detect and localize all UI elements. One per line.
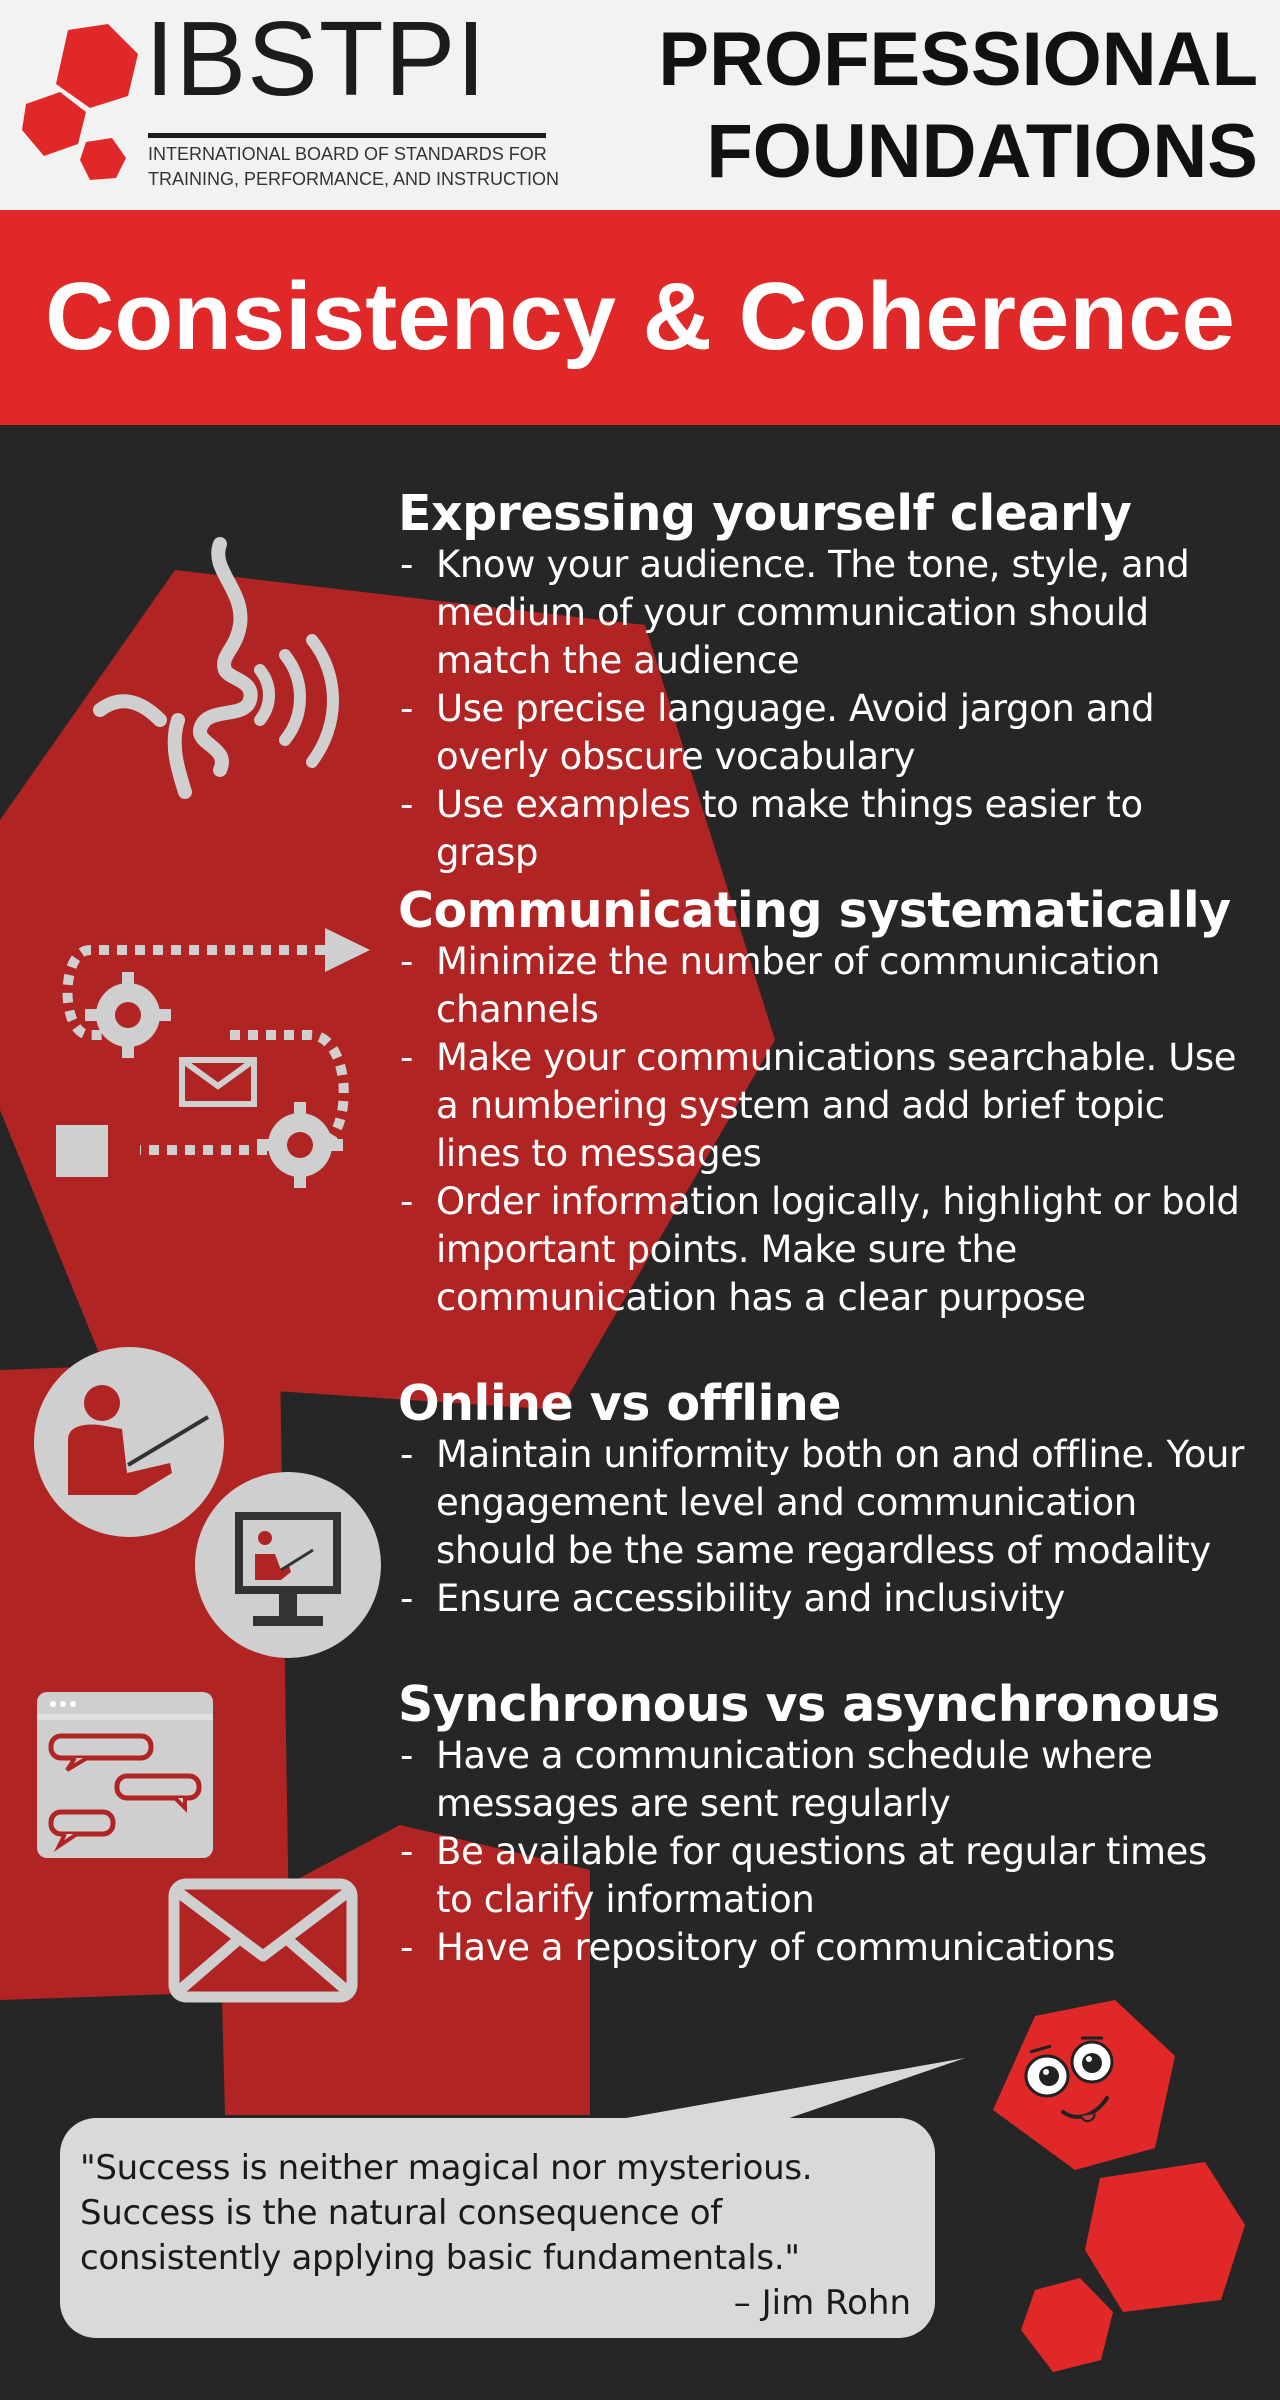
header: IBSTPI INTERNATIONAL BOARD OF STANDARDS …: [0, 0, 1280, 210]
speaking-head-icon: [93, 537, 339, 799]
list-item: Maintain uniformity both on and offline.…: [398, 1431, 1248, 1575]
hexagon-mascot-icon: [993, 2000, 1245, 2372]
list-item: Be available for questions at regular ti…: [398, 1828, 1248, 1924]
list-item: Use precise language. Avoid jargon and o…: [398, 685, 1248, 781]
bullet-list: Know your audience. The tone, style, and…: [398, 541, 1248, 877]
list-item: Make your communications searchable. Use…: [398, 1034, 1248, 1178]
section-synchronous-vs-asynchronous: Synchronous vs asynchronous Have a commu…: [398, 1676, 1248, 1973]
header-title: PROFESSIONAL FOUNDATIONS: [658, 17, 1258, 194]
list-item: Ensure accessibility and inclusivity: [398, 1575, 1248, 1623]
computer-screen-teacher-icon: [195, 1472, 381, 1658]
section-heading: Expressing yourself clearly: [398, 485, 1132, 542]
bullet-list: Maintain uniformity both on and offline.…: [398, 1431, 1248, 1623]
process-flow-icon: [56, 928, 370, 1188]
section-online-vs-offline: Online vs offline Maintain uniformity bo…: [398, 1375, 1248, 1624]
list-item: Know your audience. The tone, style, and…: [398, 541, 1248, 685]
section-heading: Synchronous vs asynchronous: [398, 1676, 1220, 1733]
bullet-list: Have a communication schedule where mess…: [398, 1732, 1248, 1972]
section-communicating-systematically: Communicating systematically Minimize th…: [398, 884, 1248, 1322]
list-item: Minimize the number of communication cha…: [398, 938, 1248, 1034]
section-heading: Online vs offline: [398, 1375, 841, 1432]
teacher-icon: [34, 1347, 224, 1537]
page-title: Consistency & Coherence: [45, 263, 1235, 370]
list-item: Have a repository of communications: [398, 1924, 1248, 1972]
logo-hexagons-icon: [22, 24, 138, 180]
list-item: Have a communication schedule where mess…: [398, 1732, 1248, 1828]
title-banner: Consistency & Coherence: [0, 210, 1280, 425]
chat-window-icon: [37, 1692, 213, 1858]
bullet-list: Minimize the number of communication cha…: [398, 938, 1248, 1322]
section-heading: Communicating systematically: [398, 882, 1231, 939]
quote-text: "Success is neither magical nor mysterio…: [80, 2148, 813, 2278]
logo-wordmark: IBSTPI: [145, 0, 487, 118]
quote-author: – Jim Rohn: [733, 2283, 911, 2323]
section-expressing-clearly: Expressing yourself clearly Know your au…: [398, 487, 1248, 877]
list-item: Use examples to make things easier to gr…: [398, 781, 1248, 877]
logo-divider: [148, 133, 546, 138]
quote-bubble: "Success is neither magical nor mysterio…: [60, 2118, 935, 2338]
list-item: Order information logically, highlight o…: [398, 1178, 1248, 1322]
logo-subtitle: INTERNATIONAL BOARD OF STANDARDS FOR TRA…: [148, 144, 560, 189]
envelope-icon: [168, 1878, 358, 2003]
